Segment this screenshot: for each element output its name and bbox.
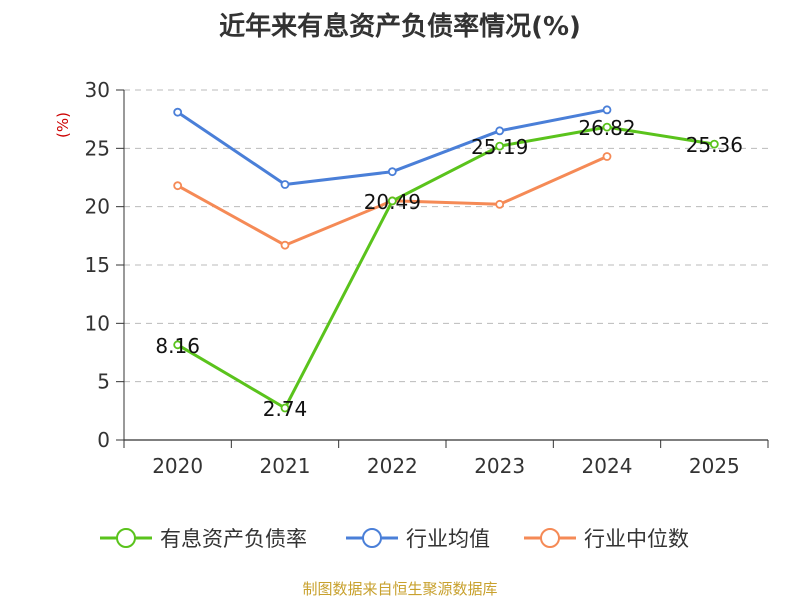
data-point [387, 196, 397, 206]
legend-label: 行业均值 [406, 527, 490, 551]
y-tick-label: 20 [85, 195, 110, 219]
data-point [602, 152, 612, 161]
data-label: 8.16 [155, 334, 200, 358]
legend-item-0[interactable]: 有息资产负债率 [100, 527, 307, 551]
legend-item-2[interactable]: 行业中位数 [524, 527, 689, 551]
x-tick-label: 2024 [582, 454, 633, 478]
y-axis-label: (%) [54, 112, 72, 138]
y-tick-label: 10 [85, 311, 110, 335]
data-point [387, 167, 397, 177]
legend-marker [362, 528, 382, 548]
data-point [602, 122, 612, 132]
data-point [280, 180, 290, 189]
y-tick-label: 25 [85, 136, 110, 160]
x-tick-label: 2020 [152, 454, 203, 478]
y-tick-label: 0 [97, 428, 110, 452]
data-point [173, 107, 183, 117]
y-tick-label: 30 [85, 78, 110, 102]
data-point [280, 240, 290, 250]
legend-item-1[interactable]: 行业均值 [346, 527, 490, 551]
data-point [495, 126, 505, 136]
grid-layer [124, 89, 768, 383]
data-label: 2.74 [263, 397, 308, 421]
y-tick-label: 5 [97, 370, 110, 394]
data-point [173, 340, 183, 350]
chart-title: 近年来有息资产负债率情况(%) [219, 12, 581, 42]
data-point [280, 403, 290, 413]
data-point [602, 105, 612, 115]
data-point [173, 181, 183, 191]
data-label: 25.19 [471, 135, 528, 159]
legend-marker [116, 528, 136, 548]
data-point [495, 199, 505, 209]
data-label: 20.49 [364, 190, 421, 214]
data-point [495, 141, 505, 151]
series-line-0 [176, 125, 715, 410]
data-label-layer: 8.16 2.74 20.49 25.19 26.82 25.36 [155, 116, 743, 421]
x-tick-label: 2025 [689, 454, 740, 478]
legend-label: 有息资产负债率 [160, 527, 307, 551]
x-tick-label: 2021 [260, 454, 311, 478]
legend-marker [540, 528, 560, 548]
y-tick-label: 15 [85, 253, 110, 277]
legend-label: 行业中位数 [584, 527, 689, 551]
x-tick-label: 2023 [474, 454, 525, 478]
x-tick-label: 2022 [367, 454, 418, 478]
data-point [709, 139, 719, 149]
data-label: 25.36 [686, 133, 743, 157]
legend[interactable]: 有息资产负债率 行业均值 行业中位数 [100, 527, 689, 551]
source-note: 制图数据来自恒生聚源数据库 [302, 580, 498, 598]
data-label: 26.82 [578, 116, 635, 140]
series-layer [173, 105, 719, 413]
